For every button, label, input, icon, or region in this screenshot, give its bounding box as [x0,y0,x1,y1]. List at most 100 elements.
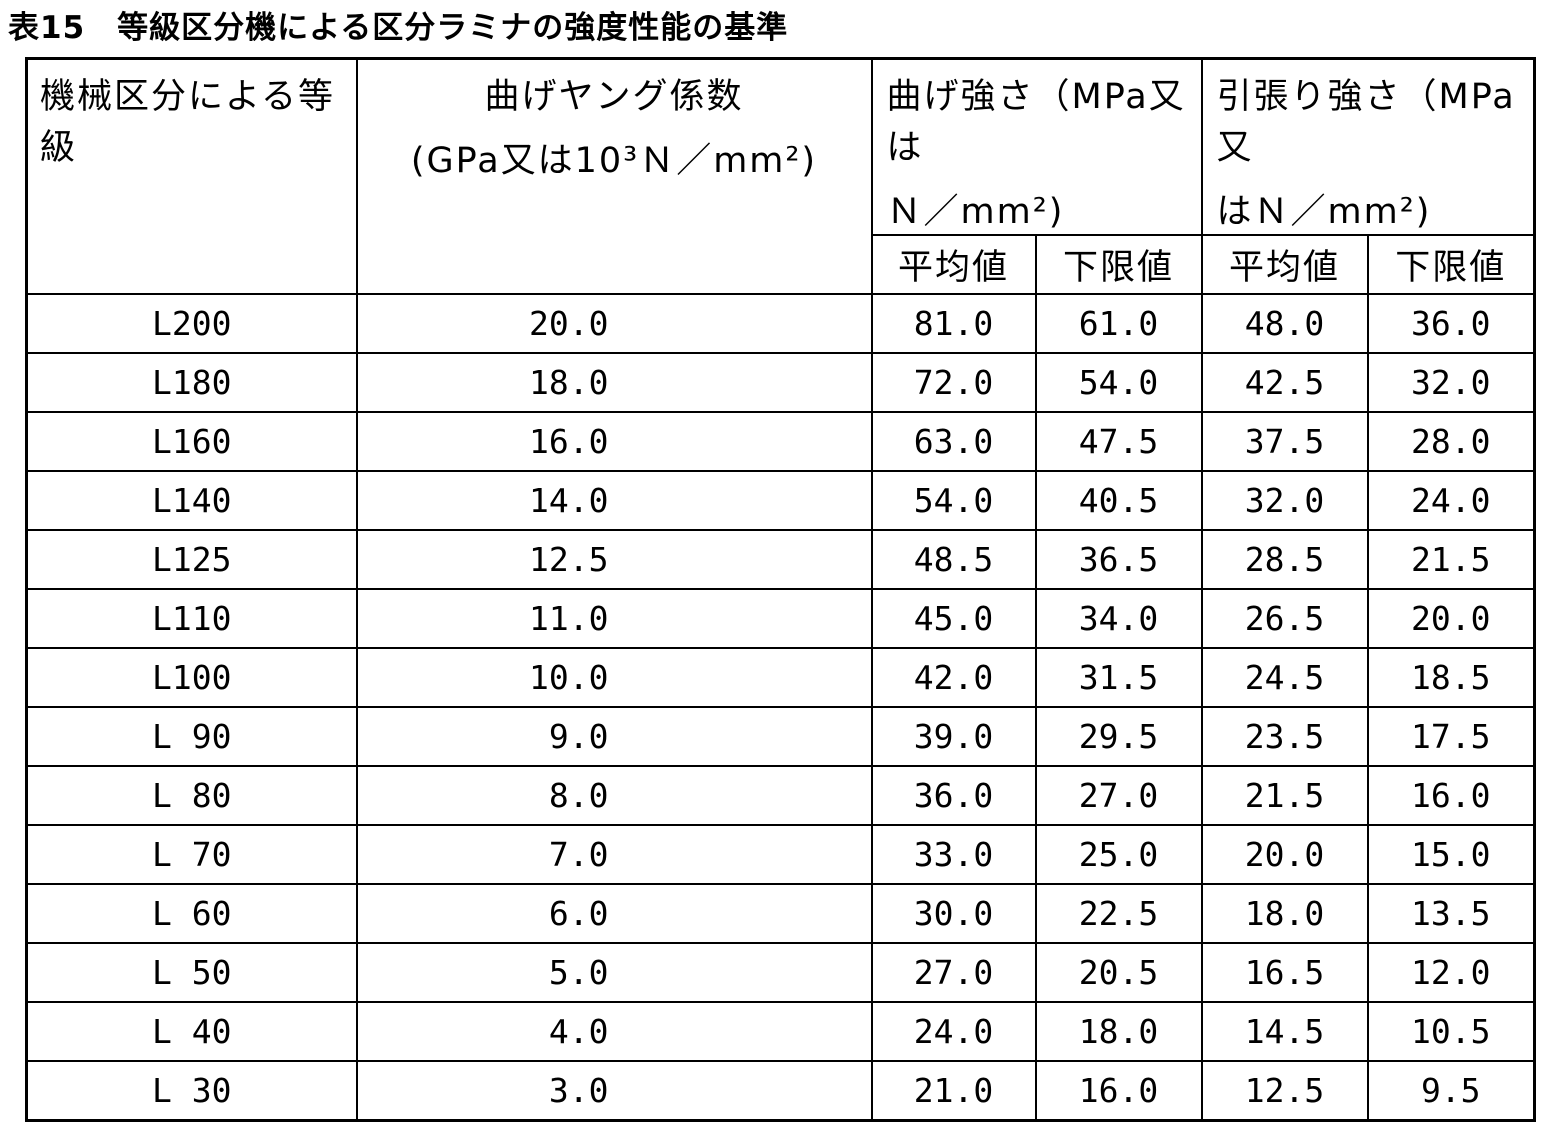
tensile-mean-cell: 37.5 [1200,411,1369,472]
grade-cell: L200 [25,293,358,354]
grade-cell: L180 [25,352,358,413]
bend-lower-cell: 47.5 [1034,411,1203,472]
tensile-mean-cell: 21.5 [1200,765,1369,826]
tensile-lower-cell: 24.0 [1366,470,1536,531]
bend-mean-cell: 45.0 [870,588,1037,649]
bend-lower-cell: 40.5 [1034,470,1203,531]
subheader-tensile-lower: 下限値 [1366,234,1536,295]
table-row: L 30 3.0 21.0 16.0 12.5 9.5 [25,1060,1536,1121]
tensile-lower-cell: 36.0 [1366,293,1536,354]
header-machine-grade-label: 機械区分による等級 [40,77,335,168]
bend-lower-cell: 27.0 [1034,765,1203,826]
bend-mean-cell: 48.5 [870,529,1037,590]
tensile-mean-cell: 26.5 [1200,588,1369,649]
moe-cell: 12.5 [355,529,873,590]
bend-mean-cell: 39.0 [870,706,1037,767]
bend-lower-cell: 31.5 [1034,647,1203,708]
table-row: L200 20.0 81.0 61.0 48.0 36.0 [25,293,1536,354]
table-row: L 50 5.0 27.0 20.5 16.5 12.0 [25,942,1536,1003]
tensile-lower-cell: 10.5 [1366,1001,1536,1062]
bend-mean-cell: 33.0 [870,824,1037,885]
header-bending-strength-line2: Ｎ／mm²) [886,192,1065,232]
subheader-bending-lower: 下限値 [1034,234,1203,295]
grade-cell: L140 [25,470,358,531]
bend-mean-cell: 42.0 [870,647,1037,708]
table-row: L160 16.0 63.0 47.5 37.5 28.0 [25,411,1536,472]
moe-cell: 4.0 [355,1001,873,1062]
table-row: L 60 6.0 30.0 22.5 18.0 13.5 [25,883,1536,944]
header-bending-youngs-modulus: 曲げヤング係数 (GPa又は10³Ｎ／mm²) [355,57,873,295]
moe-cell: 14.0 [355,470,873,531]
tensile-mean-cell: 32.0 [1200,470,1369,531]
moe-cell: 8.0 [355,765,873,826]
header-bending-strength-line1: 曲げ強さ（MPa又は [886,77,1186,168]
tensile-lower-cell: 16.0 [1366,765,1536,826]
tensile-lower-cell: 28.0 [1366,411,1536,472]
grade-cell: L 30 [25,1060,358,1121]
tensile-lower-cell: 18.5 [1366,647,1536,708]
moe-cell: 9.0 [355,706,873,767]
tensile-mean-cell: 28.5 [1200,529,1369,590]
grade-cell: L110 [25,588,358,649]
tensile-mean-cell: 24.5 [1200,647,1369,708]
grade-cell: L125 [25,529,358,590]
header-machine-grade: 機械区分による等級 [25,57,358,295]
table-row: L 70 7.0 33.0 25.0 20.0 15.0 [25,824,1536,885]
table-title: 表15 等級区分機による区分ラミナの強度性能の基準 [8,10,789,46]
tensile-mean-cell: 20.0 [1200,824,1369,885]
header-tensile-strength: 引張り強さ（MPa又 はＮ／mm²) [1200,57,1536,236]
header-bending-youngs-modulus-line1: 曲げヤング係数 [484,77,744,117]
table-row: L 40 4.0 24.0 18.0 14.5 10.5 [25,1001,1536,1062]
bend-mean-cell: 81.0 [870,293,1037,354]
grade-cell: L 70 [25,824,358,885]
moe-cell: 5.0 [355,942,873,1003]
bend-lower-cell: 54.0 [1034,352,1203,413]
bend-lower-cell: 36.5 [1034,529,1203,590]
tensile-lower-cell: 17.5 [1366,706,1536,767]
tensile-lower-cell: 21.5 [1366,529,1536,590]
tensile-lower-cell: 9.5 [1366,1060,1536,1121]
bend-mean-cell: 36.0 [870,765,1037,826]
moe-cell: 20.0 [355,293,873,354]
table-row: L140 14.0 54.0 40.5 32.0 24.0 [25,470,1536,531]
bend-lower-cell: 34.0 [1034,588,1203,649]
bend-lower-cell: 61.0 [1034,293,1203,354]
table-row: L100 10.0 42.0 31.5 24.5 18.5 [25,647,1536,708]
bend-mean-cell: 24.0 [870,1001,1037,1062]
table-row: L125 12.5 48.5 36.5 28.5 21.5 [25,529,1536,590]
tensile-mean-cell: 48.0 [1200,293,1369,354]
lamina-strength-table: 機械区分による等級 曲げヤング係数 (GPa又は10³Ｎ／mm²) 曲げ強さ（M… [25,57,1536,1122]
bend-lower-cell: 20.5 [1034,942,1203,1003]
header-tensile-strength-line1: 引張り強さ（MPa又 [1216,77,1516,168]
table-body: L200 20.0 81.0 61.0 48.0 36.0 L180 18.0 … [25,293,1536,1121]
tensile-mean-cell: 14.5 [1200,1001,1369,1062]
bend-lower-cell: 16.0 [1034,1060,1203,1121]
moe-cell: 11.0 [355,588,873,649]
tensile-lower-cell: 15.0 [1366,824,1536,885]
header-bending-youngs-modulus-line2: (GPa又は10³Ｎ／mm²) [410,141,818,181]
bend-mean-cell: 27.0 [870,942,1037,1003]
table-row: L180 18.0 72.0 54.0 42.5 32.0 [25,352,1536,413]
bend-mean-cell: 72.0 [870,352,1037,413]
grade-cell: L160 [25,411,358,472]
table-row: L110 11.0 45.0 34.0 26.5 20.0 [25,588,1536,649]
bend-mean-cell: 21.0 [870,1060,1037,1121]
tensile-mean-cell: 23.5 [1200,706,1369,767]
table-row: L 90 9.0 39.0 29.5 23.5 17.5 [25,706,1536,767]
grade-cell: L100 [25,647,358,708]
tensile-mean-cell: 12.5 [1200,1060,1369,1121]
moe-cell: 10.0 [355,647,873,708]
grade-cell: L 40 [25,1001,358,1062]
table-row: L 80 8.0 36.0 27.0 21.5 16.0 [25,765,1536,826]
tensile-lower-cell: 13.5 [1366,883,1536,944]
moe-cell: 16.0 [355,411,873,472]
bend-lower-cell: 29.5 [1034,706,1203,767]
bend-lower-cell: 25.0 [1034,824,1203,885]
bend-mean-cell: 30.0 [870,883,1037,944]
tensile-mean-cell: 42.5 [1200,352,1369,413]
grade-cell: L 80 [25,765,358,826]
moe-cell: 18.0 [355,352,873,413]
bend-lower-cell: 18.0 [1034,1001,1203,1062]
bend-mean-cell: 63.0 [870,411,1037,472]
tensile-lower-cell: 12.0 [1366,942,1536,1003]
